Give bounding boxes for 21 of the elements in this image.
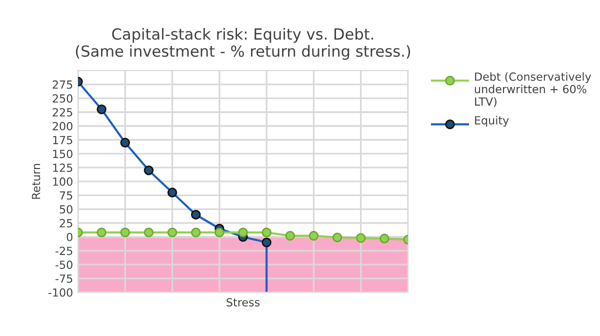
x-axis-title: Stress (226, 298, 260, 306)
y-tick-label: 0 (66, 232, 72, 242)
chart-title: Capital-stack risk: Equity vs. Debt. (Same investment - % return during stress.) (76, 28, 410, 60)
y-tick-label: -75 (56, 274, 72, 283)
y-tick-label: 150 (53, 150, 72, 158)
y-tick-label: -25 (56, 246, 72, 256)
y-tick-label: 200 (52, 122, 72, 130)
legend-label: Equity (475, 116, 509, 127)
y-tick-label: 225 (52, 108, 72, 117)
y-tick-label: -50 (56, 260, 72, 269)
y-tick-label: 75 (60, 191, 72, 200)
y-tick-label: 25 (60, 218, 72, 228)
y-axis-title: Return (32, 164, 40, 199)
y-tick-label: 100 (53, 177, 72, 186)
y-tick-label: 175 (53, 136, 72, 144)
y-tick-label: 275 (52, 80, 72, 89)
y-tick-label: 125 (53, 164, 72, 172)
y-tick-label: 50 (60, 205, 72, 214)
y-tick-label: 250 (52, 94, 72, 103)
y-tick-label: -100 (48, 288, 72, 297)
legend-label: Debt (Conservatively underwritten + 60% LTV) (474, 72, 592, 108)
